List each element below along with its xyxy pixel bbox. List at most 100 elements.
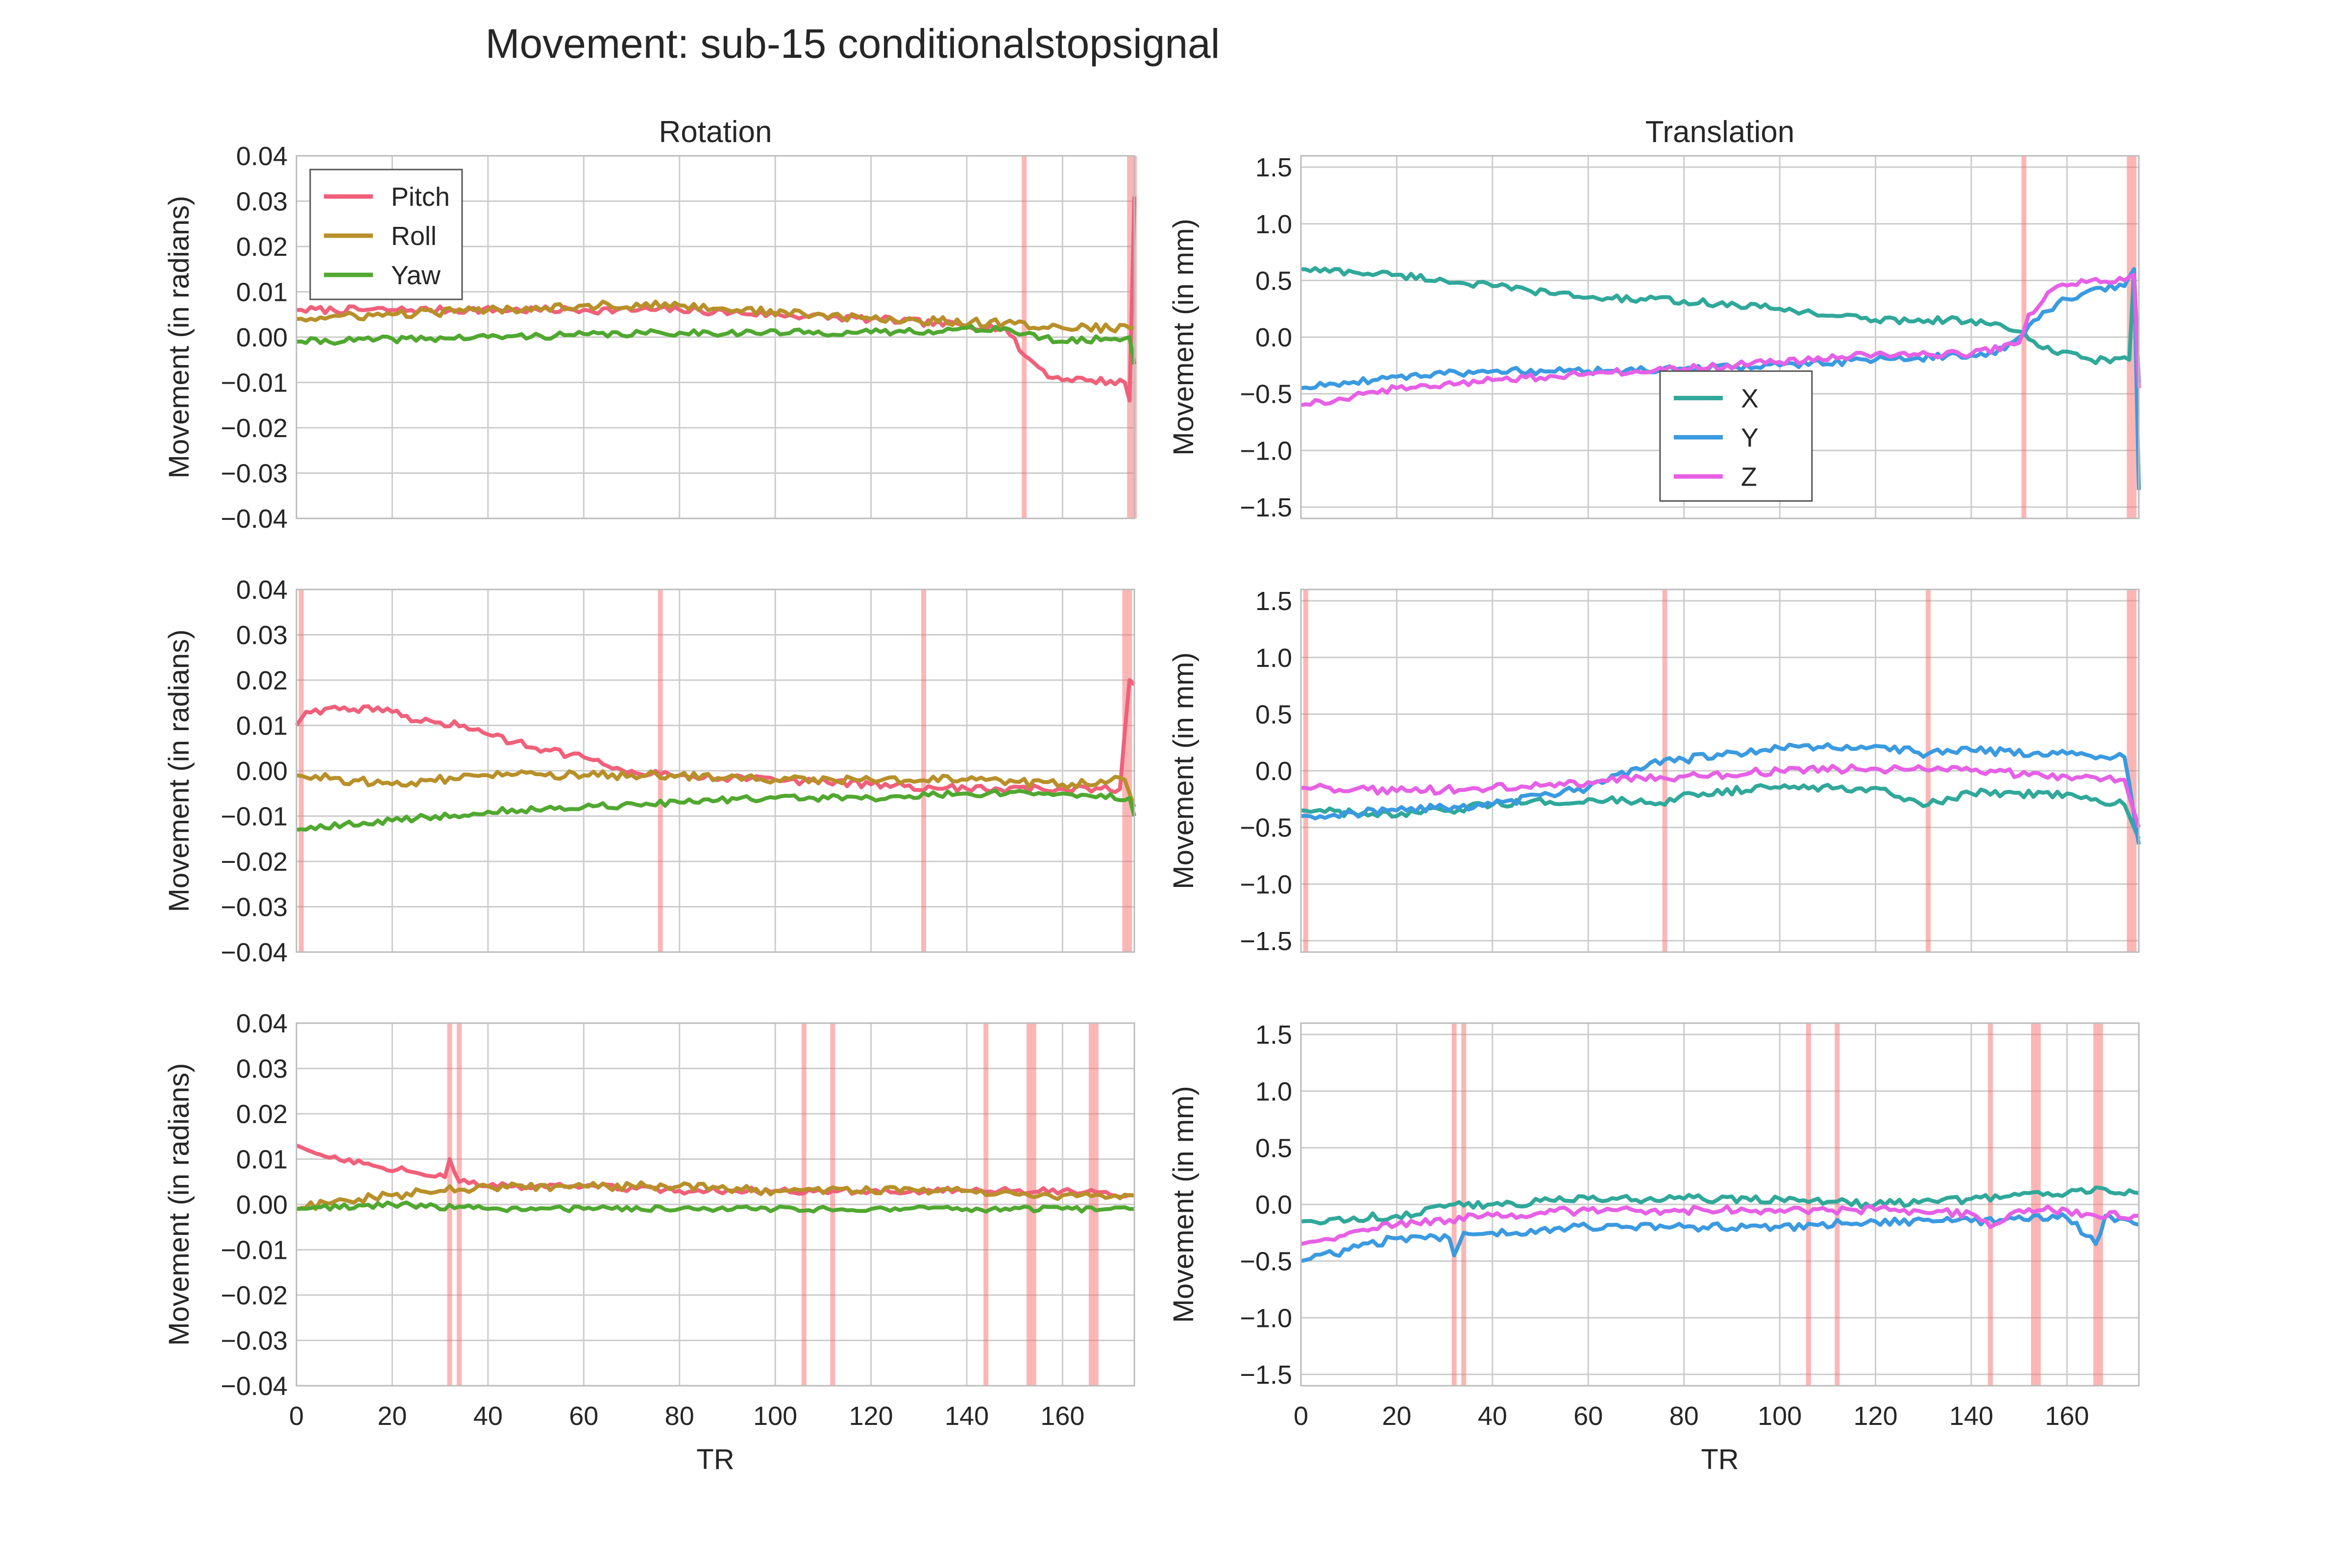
outlier-marker (1806, 1023, 1811, 1386)
y-tick-label: 0.02 (236, 666, 288, 695)
y-tick-label: −0.02 (220, 1281, 288, 1310)
translation-run-3-panel: −1.5 −1.0 −0.5 0.0 0.5 1.0 1.5 0 20 40 60 80 100 120 1… (1168, 1020, 2140, 1475)
series-line-z (1300, 1204, 2139, 1246)
y-tick-label: −0.02 (220, 847, 288, 877)
y-tick-label: 0.0 (1255, 1190, 1292, 1220)
series-line-yaw (296, 324, 1136, 365)
outlier-marker (2021, 156, 2027, 518)
legend-label: Yaw (391, 261, 441, 290)
outlier-marker (1122, 589, 1127, 952)
y-tick-label: 0.0 (1255, 323, 1292, 352)
legend-label: Y (1741, 423, 1759, 452)
outlier-marker (983, 1023, 989, 1386)
y-tick-label: −0.03 (220, 459, 288, 489)
panels: −0.04−0.03−0.02−0.010.000.010.020.030.04… (163, 142, 2141, 1475)
y-tick-label: 0.02 (236, 232, 288, 262)
plot-frame (1300, 588, 2140, 953)
plot-frame (1300, 1022, 2140, 1387)
y-tick-label: −1.0 (1240, 1303, 1292, 1333)
series-line-yaw (296, 788, 1136, 832)
series-line-roll (296, 769, 1136, 808)
rotation-column-title: Rotation (659, 115, 772, 149)
outlier-marker (1027, 1023, 1032, 1386)
y-tick-label: −0.04 (220, 1372, 288, 1401)
x-tick-label: 60 (1573, 1401, 1603, 1431)
x-tick-label: 60 (569, 1401, 598, 1431)
outlier-marker (801, 1023, 807, 1386)
outlier-marker (2031, 1023, 2036, 1386)
y-tick-label: 1.0 (1255, 210, 1292, 239)
y-tick-label: 0.00 (236, 1190, 288, 1220)
y-axis-label: Movement (in radians) (163, 1063, 195, 1346)
series-line-x (1300, 266, 2141, 383)
y-tick-label: −0.03 (220, 1326, 288, 1356)
rotation-run-2-panel: −0.04 −0.03 −0.02 −0.01 0.00 0.01 0.02 0.03 0.04… (163, 575, 1136, 967)
y-tick-label: 0.00 (236, 757, 288, 786)
y-tick-label: −0.01 (220, 802, 288, 832)
figure-title: Movement: sub-15 conditionalstopsignal (486, 21, 1220, 67)
y-tick-label: 0.04 (236, 142, 288, 171)
outlier-marker (658, 589, 663, 952)
x-tick-label: 100 (753, 1401, 797, 1431)
y-tick-label: 0.03 (236, 621, 288, 650)
y-tick-label: 0.5 (1255, 266, 1292, 295)
y-tick-label: −0.04 (220, 504, 288, 534)
outlier-marker (921, 589, 927, 952)
y-tick-label: 1.0 (1255, 643, 1292, 673)
x-tick-label: 80 (665, 1401, 694, 1431)
y-tick-label: −0.04 (220, 938, 288, 967)
y-tick-label: −0.5 (1240, 380, 1292, 409)
x-tick-label: 120 (849, 1401, 893, 1431)
y-tick-label: 0.02 (236, 1100, 288, 1129)
plot-frame (1300, 155, 2140, 519)
y-tick-label: 0.03 (236, 1054, 288, 1084)
outlier-marker (2127, 589, 2132, 952)
y-tick-label: 1.0 (1255, 1077, 1292, 1106)
legend-label: X (1741, 384, 1759, 413)
legend: XYZ (1659, 370, 1813, 502)
y-tick-label: 0.04 (236, 1009, 288, 1038)
series-line-roll (296, 1180, 1134, 1211)
y-tick-label: −1.0 (1240, 870, 1292, 899)
x-tick-label: 0 (289, 1401, 304, 1431)
x-tick-label: 160 (1040, 1401, 1084, 1431)
outlier-marker (1303, 589, 1308, 952)
y-axis-label: Movement (in radians) (163, 630, 195, 912)
series-line-x (1300, 783, 2141, 840)
x-axis-label: TR (696, 1444, 734, 1475)
y-tick-label: 0.03 (236, 187, 288, 217)
legend-label: Roll (391, 221, 437, 251)
x-tick-label: 140 (1949, 1401, 1993, 1431)
y-tick-label: 0.01 (236, 1145, 288, 1175)
y-tick-label: 0.5 (1255, 1133, 1292, 1163)
y-axis-label: Movement (in mm) (1168, 652, 1200, 889)
y-tick-label: −0.01 (220, 1236, 288, 1265)
plot-frame (295, 155, 1135, 519)
rotation-run-3-panel: −0.04 −0.03 −0.02 −0.01 0.00 0.01 0.02 0.03 0.04… (163, 1009, 1135, 1475)
outlier-marker (2093, 1023, 2099, 1386)
outlier-marker (1127, 589, 1132, 952)
translation-run-1-panel: −1.5 −1.0 −0.5 0.0 0.5 1.0 1.5 Movement (in mm)… (1168, 153, 2141, 522)
y-tick-label: −0.5 (1240, 1247, 1292, 1276)
outlier-marker (298, 589, 304, 952)
series-line-y (1300, 742, 2141, 845)
outlier-marker (1031, 1023, 1036, 1386)
series-line-x (1300, 1185, 2139, 1225)
translation-run-2-panel: −1.5 −1.0 −0.5 0.0 0.5 1.0 1.5 Movement (in mm) (1168, 587, 2141, 956)
outlier-marker (1662, 589, 1667, 952)
series-line-yaw (296, 1200, 1134, 1214)
y-tick-label: 0.01 (236, 711, 288, 741)
y-tick-label: −0.01 (220, 368, 288, 398)
x-tick-label: 20 (377, 1401, 407, 1431)
y-tick-label: −1.5 (1240, 927, 1292, 956)
legend: Pitch Roll Yaw (309, 169, 463, 300)
x-tick-label: 20 (1382, 1401, 1411, 1431)
y-tick-label: 1.5 (1255, 153, 1292, 182)
x-tick-label: 80 (1669, 1401, 1699, 1431)
outlier-marker (1988, 1023, 1993, 1386)
x-tick-label: 160 (2045, 1401, 2089, 1431)
outlier-marker (1093, 1023, 1099, 1386)
x-tick-label: 100 (1758, 1401, 1802, 1431)
y-tick-label: −0.5 (1240, 813, 1292, 843)
